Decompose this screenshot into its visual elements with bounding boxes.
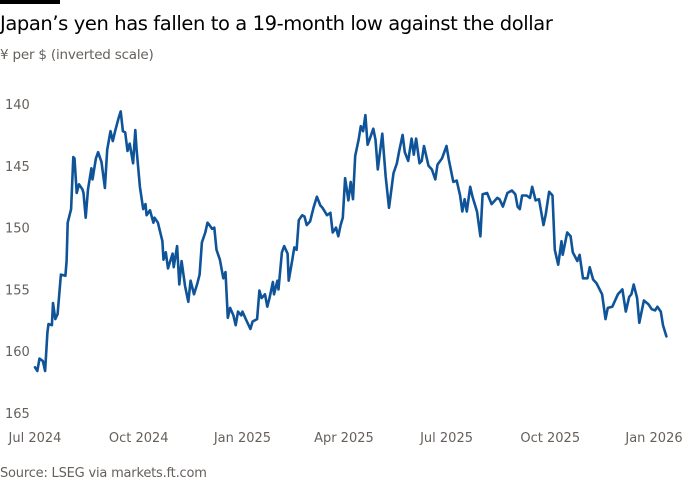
x-tick-label: Jul 2025 bbox=[419, 431, 473, 446]
x-tick-label: Jul 2024 bbox=[8, 431, 62, 446]
usd-jpy-series-line bbox=[33, 110, 668, 373]
x-tick-label: Apr 2025 bbox=[314, 431, 374, 446]
ft-brand-bar bbox=[0, 0, 60, 4]
y-tick-label: 165 bbox=[5, 407, 30, 422]
x-tick-label: Oct 2024 bbox=[109, 431, 169, 446]
x-tick-label: Jan 2026 bbox=[624, 431, 682, 446]
y-tick-label: 160 bbox=[5, 345, 30, 360]
x-tick-label: Jan 2025 bbox=[213, 431, 271, 446]
y-tick-label: 150 bbox=[5, 222, 30, 237]
x-tick-label: Oct 2025 bbox=[520, 431, 580, 446]
y-tick-label: 140 bbox=[5, 98, 30, 113]
x-axis: Jul 2024 Oct 2024 Jan 2025 Apr 2025 Jul 2025… bbox=[8, 431, 683, 446]
y-axis: 140 145 150 155 160 165 bbox=[5, 98, 30, 422]
chart-subtitle: ¥ per $ (inverted scale) bbox=[0, 47, 154, 63]
y-tick-label: 145 bbox=[5, 160, 30, 175]
source-note: Source: LSEG via markets.ft.com bbox=[0, 466, 207, 481]
y-tick-label: 155 bbox=[5, 283, 30, 298]
chart-title: Japan’s yen has fallen to a 19-month low… bbox=[0, 12, 553, 35]
line-chart: 140 145 150 155 160 165 Jul 2024 Oct 2024 Jan 2… bbox=[5, 98, 683, 446]
